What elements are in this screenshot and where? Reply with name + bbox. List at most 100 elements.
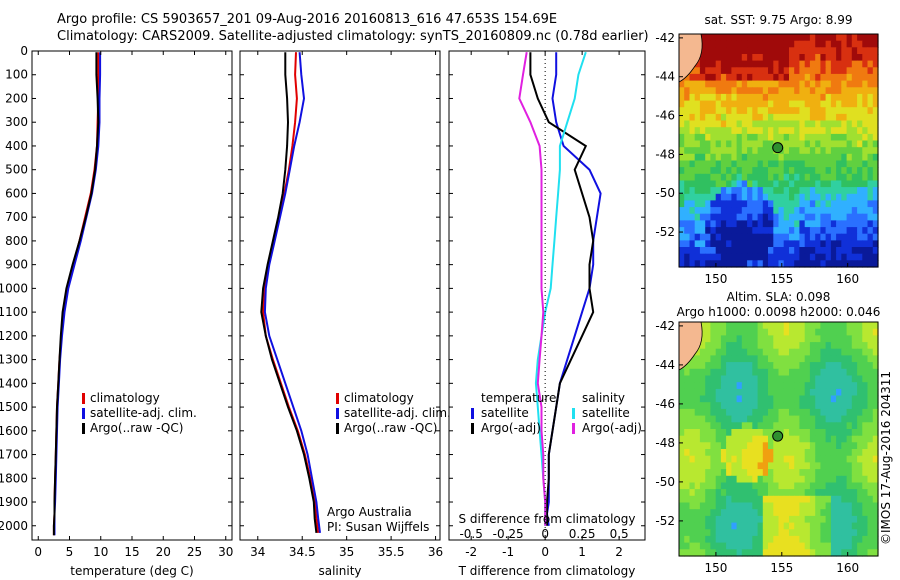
map-cell [747,233,753,241]
map-cell [815,207,821,215]
map-cell [820,322,827,330]
map-cell [720,220,727,228]
map-cell [768,207,774,215]
map-cell [851,200,858,208]
map-cell [752,113,759,122]
map-cell [799,402,806,410]
map-cell [799,113,806,122]
map-cell [705,167,711,175]
map-cell [841,402,848,410]
map-cell [820,408,827,417]
map-cell [768,133,774,142]
map-cell [778,213,785,221]
map-cell [867,67,874,75]
map-cell [836,355,842,363]
lat-tick-label: -42 [655,319,675,333]
map-cell [809,180,816,188]
map-cell [778,402,785,410]
map-cell [705,253,711,261]
map-cell [689,415,696,423]
map-cell [794,469,800,477]
map-cell [867,54,874,62]
map-cell [762,213,769,221]
map-cell [773,193,780,202]
map-cell [736,442,743,450]
map-cell [841,462,848,470]
map-cell [741,509,748,517]
map-cell [736,328,743,336]
map-cell [773,73,780,82]
map-cell [762,207,769,215]
map-cell [757,80,764,88]
map-cell [684,167,690,175]
map-cell [731,120,738,128]
map-cell [799,449,806,457]
map-cell [789,489,795,497]
map-cell [789,415,795,423]
map-cell [694,113,701,122]
map-cell [736,73,743,82]
map-cell [789,535,795,544]
map-cell [804,34,811,42]
map-cell [799,502,806,510]
map-cell [857,120,863,128]
map-cell [715,408,722,417]
map-cell [726,213,732,221]
salinity-series-line [260,52,318,534]
map-cell [694,100,701,108]
map-cell [867,415,874,423]
map-cell [731,107,738,115]
map-cell [815,67,821,75]
map-cell [747,180,753,188]
map-cell [841,120,848,128]
map-cell [768,193,774,202]
salinity-legend-label: climatology [344,391,414,405]
map-cell [836,47,842,55]
map-cell [747,502,753,510]
map-cell [731,408,738,417]
map-cell [825,47,832,55]
map-cell [773,502,780,510]
map-cell [689,140,696,148]
map-cell [757,120,764,128]
map-cell [699,153,706,162]
map-cell [820,375,827,383]
map-cell [789,522,795,530]
map-cell [851,368,858,377]
map-cell [736,362,743,370]
map-cell [741,34,748,42]
map-cell [809,348,816,356]
map-cell [747,87,753,95]
map-cell [841,200,848,208]
map-cell [773,462,780,470]
map-cell [809,80,816,88]
map-cell [699,113,706,122]
map-cell [794,509,800,517]
map-cell [757,469,764,477]
map-cell [679,469,685,477]
map-cell [699,133,706,142]
map-cell [825,54,832,62]
map-cell [747,482,753,490]
map-cell [804,348,811,356]
map-cell [872,87,879,95]
map-cell [705,375,711,383]
map-cell [699,34,706,42]
map-cell [757,233,764,241]
map-cell [820,422,827,430]
map-cell [872,253,879,261]
map-cell [815,107,821,115]
map-cell [705,100,711,108]
map-cell [694,422,701,430]
map-cell [851,260,858,268]
map-cell [715,495,722,504]
map-cell [851,107,858,115]
map-cell [720,415,727,423]
map-cell [846,153,853,162]
map-cell [768,549,774,557]
map-cell [710,482,717,490]
map-cell [768,515,774,524]
map-cell [757,475,764,484]
map-cell [867,120,874,128]
map-cell [694,107,701,115]
